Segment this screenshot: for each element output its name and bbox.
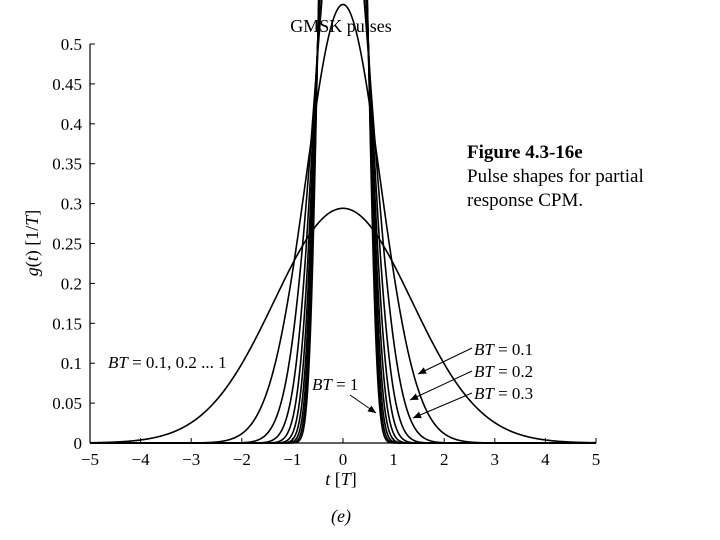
y-tick-label: 0.1 (61, 354, 82, 373)
pulse-curve-bt-1 (90, 0, 596, 444)
caption-title: Figure 4.3-16e (467, 142, 583, 163)
arrow-bt-0-1 (417, 347, 473, 375)
y-axis-label: g(t) [1/T] (22, 210, 43, 277)
x-tick-label: 5 (592, 450, 601, 469)
pulse-curve-bt-0-1 (89, 207, 597, 444)
annotation-bt-0-3: BT = 0.3 (474, 384, 533, 403)
x-tick-label: −3 (182, 450, 200, 469)
caption-text: Pulse shapes for partial response CPM. (467, 166, 644, 211)
x-tick-label: 0 (339, 450, 348, 469)
x-tick-label: 2 (440, 450, 449, 469)
subplot-label: (e) (331, 506, 351, 527)
annotation-bt-0-1: BT = 0.1 (474, 340, 533, 359)
annotation-bt-0-2: BT = 0.2 (474, 362, 533, 381)
annotation-bt-1: BT = 1 (312, 375, 358, 394)
x-tick-label: −4 (132, 450, 151, 469)
x-tick-label: 3 (491, 450, 500, 469)
y-tick-label: 0.25 (52, 235, 82, 254)
y-tick-label: 0.15 (52, 314, 82, 333)
y-tick-label: 0.2 (61, 274, 82, 293)
figure-caption: Figure 4.3-16e Pulse shapes for partial … (467, 141, 712, 213)
annotation-bt-range: BT = 0.1, 0.2 ... 1 (108, 353, 227, 372)
y-tick-label: 0.5 (61, 35, 82, 54)
x-tick-label: −2 (233, 450, 251, 469)
pulse-curves (89, 0, 597, 444)
y-tick-label: 0.05 (52, 394, 82, 413)
arrow-bt-0-2 (409, 370, 473, 401)
x-tick-label: −1 (283, 450, 301, 469)
arrow-bt-1 (349, 394, 377, 414)
x-tick-label: 4 (541, 450, 550, 469)
x-axis-label: t [T] (325, 469, 357, 489)
chart-title: GMSK pulses (290, 16, 392, 36)
y-tick-label: 0.35 (52, 155, 82, 174)
y-axis: 0 0.05 0.1 0.15 0.2 0.25 0.3 0.35 0.4 0.45 0.5 (52, 35, 95, 453)
x-axis: −5 −4 −3 −2 −1 0 1 2 3 4 5 (81, 438, 600, 469)
y-tick-label: 0.3 (61, 195, 82, 214)
y-tick-label: 0.4 (61, 115, 83, 134)
y-tick-label: 0 (74, 434, 83, 453)
y-tick-label: 0.45 (52, 75, 82, 94)
x-tick-label: 1 (389, 450, 398, 469)
annotations: BT = 0.1, 0.2 ... 1 BT = 1 BT = 0.1 BT = 0.… (108, 340, 533, 419)
arrow-bt-0-3 (412, 392, 473, 419)
x-tick-label: −5 (81, 450, 99, 469)
